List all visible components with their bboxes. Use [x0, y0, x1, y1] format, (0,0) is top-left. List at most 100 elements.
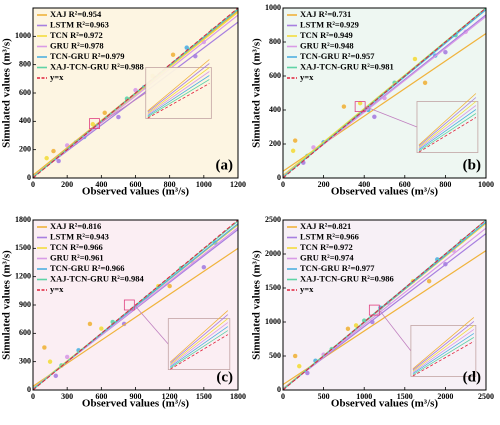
inset-line	[147, 79, 210, 118]
y-tick-label: 1500	[265, 283, 281, 292]
scatter-point	[426, 278, 432, 284]
x-tick-label: 400	[358, 180, 370, 189]
legend-label: GRU R²=0.948	[300, 40, 354, 50]
panel-label: (d)	[463, 369, 481, 385]
x-axis-label: Observed values (m³/s)	[82, 186, 190, 198]
y-tick-label: 400	[19, 116, 31, 125]
y-tick-label: 400	[269, 105, 281, 114]
y-tick-label: 500	[269, 351, 281, 360]
x-tick-label: 1500	[397, 392, 413, 401]
inset-line	[170, 326, 229, 368]
x-tick-label: 200	[318, 180, 330, 189]
x-axis-label: Observed values (m³/s)	[331, 398, 439, 410]
legend-label: XAJ-TCN-GRU R²=0.988	[50, 61, 144, 71]
legend-label: TCN R²=0.972	[50, 30, 103, 40]
fit-line	[283, 220, 486, 390]
x-tick-label: 600	[95, 392, 107, 401]
x-axis-label: Observed values (m³/s)	[82, 398, 190, 410]
panel-label: (b)	[463, 157, 481, 173]
y-tick-label: 300	[19, 356, 31, 365]
scatter-point	[47, 359, 53, 365]
y-tick-label: 800	[19, 59, 31, 68]
scatter-point	[345, 326, 351, 332]
y-tick-label: 600	[19, 328, 31, 337]
legend-label: TCN R²=0.949	[300, 30, 353, 40]
x-tick-label: 1000	[478, 180, 494, 189]
x-tick-label: 800	[164, 180, 176, 189]
y-tick-label: 1000	[265, 317, 281, 326]
legend-label: TCN-GRU R²=0.979	[50, 51, 124, 61]
y-tick-label: 1000	[15, 31, 31, 40]
x-tick-label: 1200	[230, 180, 246, 189]
legend-label: LSTM R²=0.966	[300, 231, 359, 241]
scatter-point	[170, 52, 176, 58]
x-tick-label: 1200	[162, 392, 178, 401]
y-tick-label: 0	[27, 385, 31, 394]
y-tick-label: 200	[19, 144, 31, 153]
scatter-point	[56, 158, 62, 164]
legend-label: XAJ R²=0.821	[300, 221, 351, 231]
y-axis-label: Simulated values (m³/s)	[251, 250, 263, 360]
x-tick-label: 2000	[437, 392, 453, 401]
inset-line	[170, 314, 229, 364]
y-tick-label: 800	[269, 37, 281, 46]
inset-line	[412, 317, 475, 370]
y-tick-label: 2000	[265, 249, 281, 258]
legend-label: GRU R²=0.961	[50, 252, 104, 262]
x-tick-label: 800	[439, 180, 451, 189]
legend-label: XAJ-TCN-GRU R²=0.984	[50, 273, 145, 283]
y-axis-label: Simulated values (m³/s)	[251, 38, 263, 148]
legend-label: LSTM R²=0.963	[50, 19, 109, 29]
y-tick-label: 600	[269, 71, 281, 80]
zoom-connector	[379, 309, 412, 352]
zoom-connector	[134, 304, 169, 345]
scatter-point	[167, 283, 173, 289]
y-tick-label: 0	[27, 173, 31, 182]
scatter-point	[296, 363, 302, 369]
y-tick-label: 1200	[15, 271, 31, 280]
zoom-connector	[364, 106, 418, 128]
legend-label: y=x	[50, 284, 64, 294]
legend-label: XAJ-TCN-GRU R²=0.986	[300, 273, 394, 283]
x-tick-label: 0	[31, 180, 35, 189]
scatter-point	[102, 110, 108, 116]
legend-label: TCN R²=0.966	[50, 242, 103, 252]
scatter-point	[50, 148, 57, 154]
x-tick-label: 1000	[356, 392, 372, 401]
fit-line	[33, 8, 238, 178]
scatter-point	[44, 155, 50, 161]
y-tick-label: 0	[277, 173, 281, 182]
inset-line	[170, 318, 229, 365]
inset-line	[418, 117, 477, 153]
scatter-point	[412, 56, 418, 62]
x-tick-label: 0	[281, 392, 285, 401]
fit-line	[283, 8, 486, 178]
legend-label: TCN-GRU R²=0.957	[300, 51, 375, 61]
inset-line	[147, 59, 210, 112]
y-tick-label: 1500	[15, 243, 31, 252]
scatter-point	[41, 344, 47, 351]
fit-line	[33, 220, 238, 390]
scatter-point	[115, 114, 121, 120]
scatter-point	[201, 264, 207, 270]
inset-line	[418, 101, 477, 148]
panel-label: (c)	[216, 369, 233, 385]
legend-label: y=x	[50, 72, 64, 82]
scatter-point	[353, 322, 359, 328]
x-tick-label: 200	[61, 180, 73, 189]
plot-frame	[282, 219, 487, 391]
plot-frame	[282, 7, 487, 179]
scatter-point	[290, 148, 296, 154]
y-axis-label: Simulated values (m³/s)	[1, 38, 13, 148]
inset-line	[412, 329, 475, 373]
scatter-point	[292, 138, 298, 144]
plot-layer	[283, 8, 486, 178]
scatter-point	[87, 321, 93, 327]
y-tick-label: 900	[19, 300, 31, 309]
x-tick-label: 300	[61, 392, 73, 401]
inset-line	[418, 93, 477, 146]
y-tick-label: 1000	[265, 3, 281, 12]
zoom-connector	[99, 92, 146, 124]
inset-line	[147, 63, 210, 113]
